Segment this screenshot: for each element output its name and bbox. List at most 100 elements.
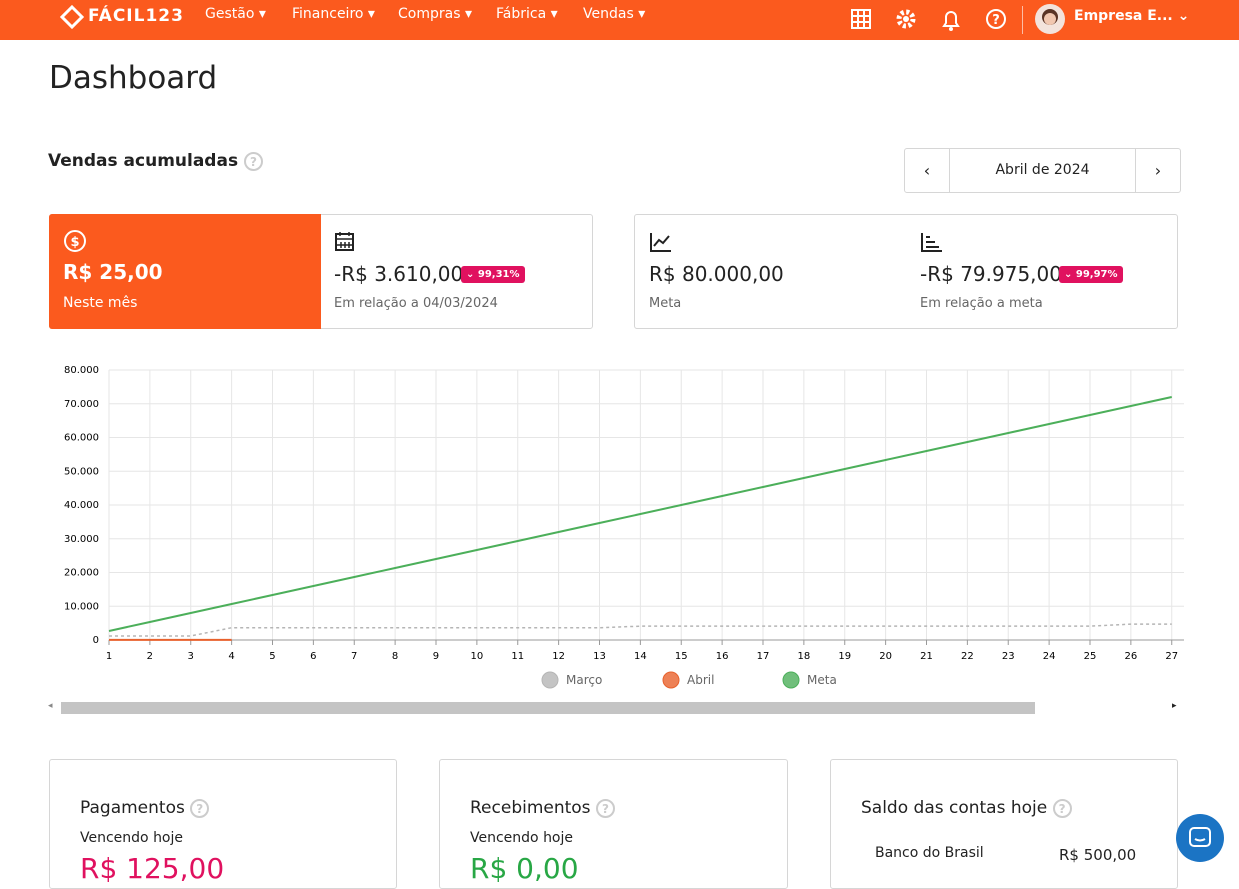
svg-text:?: ?: [992, 13, 1000, 28]
menu-label: Vendas: [583, 6, 634, 22]
summary-card: Saldo das contas hoje ? Banco do Brasil …: [830, 759, 1178, 889]
help-icon[interactable]: ?: [244, 152, 263, 171]
nav-icons[interactable]: ?: [850, 6, 1010, 34]
x-tick-label: 1: [106, 651, 112, 662]
card-title: Saldo das contas hoje ?: [861, 798, 1072, 818]
x-tick-label: 19: [838, 651, 851, 662]
legend-marker: [541, 671, 559, 689]
x-tick-label: 14: [634, 651, 647, 662]
badge-text: 99,31%: [477, 269, 520, 280]
legend-label: Abril: [687, 673, 714, 687]
dollar-icon: $: [64, 230, 86, 252]
calendar-icon: [335, 232, 354, 251]
x-tick-label: 10: [471, 651, 484, 662]
avatar[interactable]: [1034, 3, 1066, 35]
x-tick-label: 20: [879, 651, 892, 662]
bars-icon: [921, 233, 942, 252]
kpi-card: R$ 80.000,00 Meta -R$ 79.975,00 ⌄ 99,97%…: [634, 214, 1178, 329]
next-button[interactable]: ›: [1135, 149, 1180, 192]
x-tick-label: 5: [269, 651, 275, 662]
x-tick-label: 22: [961, 651, 974, 662]
x-tick-label: 11: [511, 651, 524, 662]
help-icon[interactable]: ?: [595, 799, 615, 818]
menu-item[interactable]: Vendas ▾: [583, 6, 646, 22]
menu-item[interactable]: Compras ▾: [398, 6, 472, 22]
y-tick-label: 50.000: [64, 466, 99, 477]
section-title: Vendas acumuladas ?: [48, 151, 263, 171]
y-tick-label: 10.000: [64, 601, 99, 612]
x-tick-label: 18: [797, 651, 810, 662]
menu-label: Compras: [398, 6, 461, 22]
kpi-value: -R$ 79.975,00: [920, 262, 1062, 286]
menu-item[interactable]: Fábrica ▾: [496, 6, 558, 22]
kpi-card: $ R$ 25,00 Neste mês -R$ 3.610,00 ⌄ 99,3…: [49, 214, 593, 329]
account-balance: R$ 500,00: [1059, 846, 1137, 864]
y-tick-label: 30.000: [64, 534, 99, 545]
x-tick-label: 13: [593, 651, 606, 662]
card-title: Recebimentos ?: [470, 798, 615, 818]
divider: [1022, 6, 1023, 34]
logo[interactable]: FÁCIL123: [88, 6, 184, 26]
legend-marker: [782, 671, 800, 689]
x-tick-label: 8: [392, 651, 398, 662]
kpi-badge: ⌄ 99,97%: [1059, 266, 1123, 283]
x-tick-label: 2: [147, 651, 153, 662]
legend-label: Meta: [807, 673, 837, 687]
user-name: Empresa E...: [1074, 8, 1173, 24]
user-menu[interactable]: Empresa E... ⌄: [1074, 8, 1190, 24]
badge-text: 99,97%: [1075, 269, 1118, 280]
series-line: [108, 396, 1172, 632]
account-name: Banco do Brasil: [875, 845, 984, 861]
x-tick-label: 3: [188, 651, 194, 662]
logo-icon: [60, 5, 84, 29]
kpi-label: Em relação a meta: [920, 296, 1043, 311]
kpi-badge: ⌄ 99,31%: [461, 266, 525, 283]
scroll-right[interactable]: ▸: [1172, 701, 1177, 711]
x-tick-label: 16: [716, 651, 729, 662]
y-tick-label: 0: [93, 635, 99, 646]
card-subtitle: Vencendo hoje: [470, 830, 574, 846]
menu-item[interactable]: Financeiro ▾: [292, 6, 375, 22]
kpi-label: Neste mês: [63, 295, 138, 311]
x-tick-label: 6: [310, 651, 316, 662]
x-tick-label: 7: [351, 651, 357, 662]
kpi-value: R$ 25,00: [63, 260, 163, 284]
kpi-label: Em relação a 04/03/2024: [334, 296, 498, 311]
x-tick-label: 24: [1043, 651, 1056, 662]
menu-label: Gestão: [205, 6, 255, 22]
help-icon[interactable]: ?: [190, 799, 210, 818]
kpi-label: Meta: [649, 296, 682, 311]
legend-marker: [662, 671, 680, 689]
menu-item[interactable]: Gestão ▾: [205, 6, 266, 22]
chat-button[interactable]: [1176, 814, 1224, 862]
menu-label: Financeiro: [292, 6, 364, 22]
x-tick-label: 9: [433, 651, 439, 662]
y-tick-label: 60.000: [64, 433, 99, 444]
card-title: Pagamentos ?: [80, 798, 210, 818]
x-tick-label: 15: [675, 651, 688, 662]
help-icon[interactable]: ?: [1052, 799, 1072, 818]
y-tick-label: 20.000: [64, 568, 99, 579]
scrollbar-thumb[interactable]: [61, 702, 1035, 714]
prev-button[interactable]: ‹: [905, 149, 950, 192]
chart: 0 10.000 20.000 30.000 40.000 50.000 60.000 70.…: [64, 365, 1184, 689]
card-subtitle: Vencendo hoje: [80, 830, 184, 846]
scroll-left[interactable]: ◂: [48, 701, 53, 711]
x-tick-label: 23: [1002, 651, 1015, 662]
navbar: FÁCIL123 Gestão ▾ Financeiro ▾ Compras ▾…: [0, 0, 1239, 40]
svg-text:$: $: [70, 235, 79, 250]
x-tick-label: 27: [1165, 651, 1178, 662]
summary-card: Recebimentos ? Vencendo hoje R$ 0,00: [439, 759, 788, 889]
summary-card: Pagamentos ? Vencendo hoje R$ 125,00: [49, 759, 397, 889]
card-value: R$ 0,00: [470, 852, 579, 885]
x-tick-label: 25: [1084, 651, 1097, 662]
legend-label: Março: [566, 673, 602, 687]
section-title-text: Vendas acumuladas: [48, 151, 239, 171]
menu-label: Fábrica: [496, 6, 547, 22]
kpi-value: R$ 80.000,00: [649, 262, 784, 286]
y-tick-label: 40.000: [64, 500, 99, 511]
page-title: Dashboard: [49, 60, 218, 96]
x-tick-label: 12: [552, 651, 565, 662]
y-tick-label: 70.000: [64, 399, 99, 410]
